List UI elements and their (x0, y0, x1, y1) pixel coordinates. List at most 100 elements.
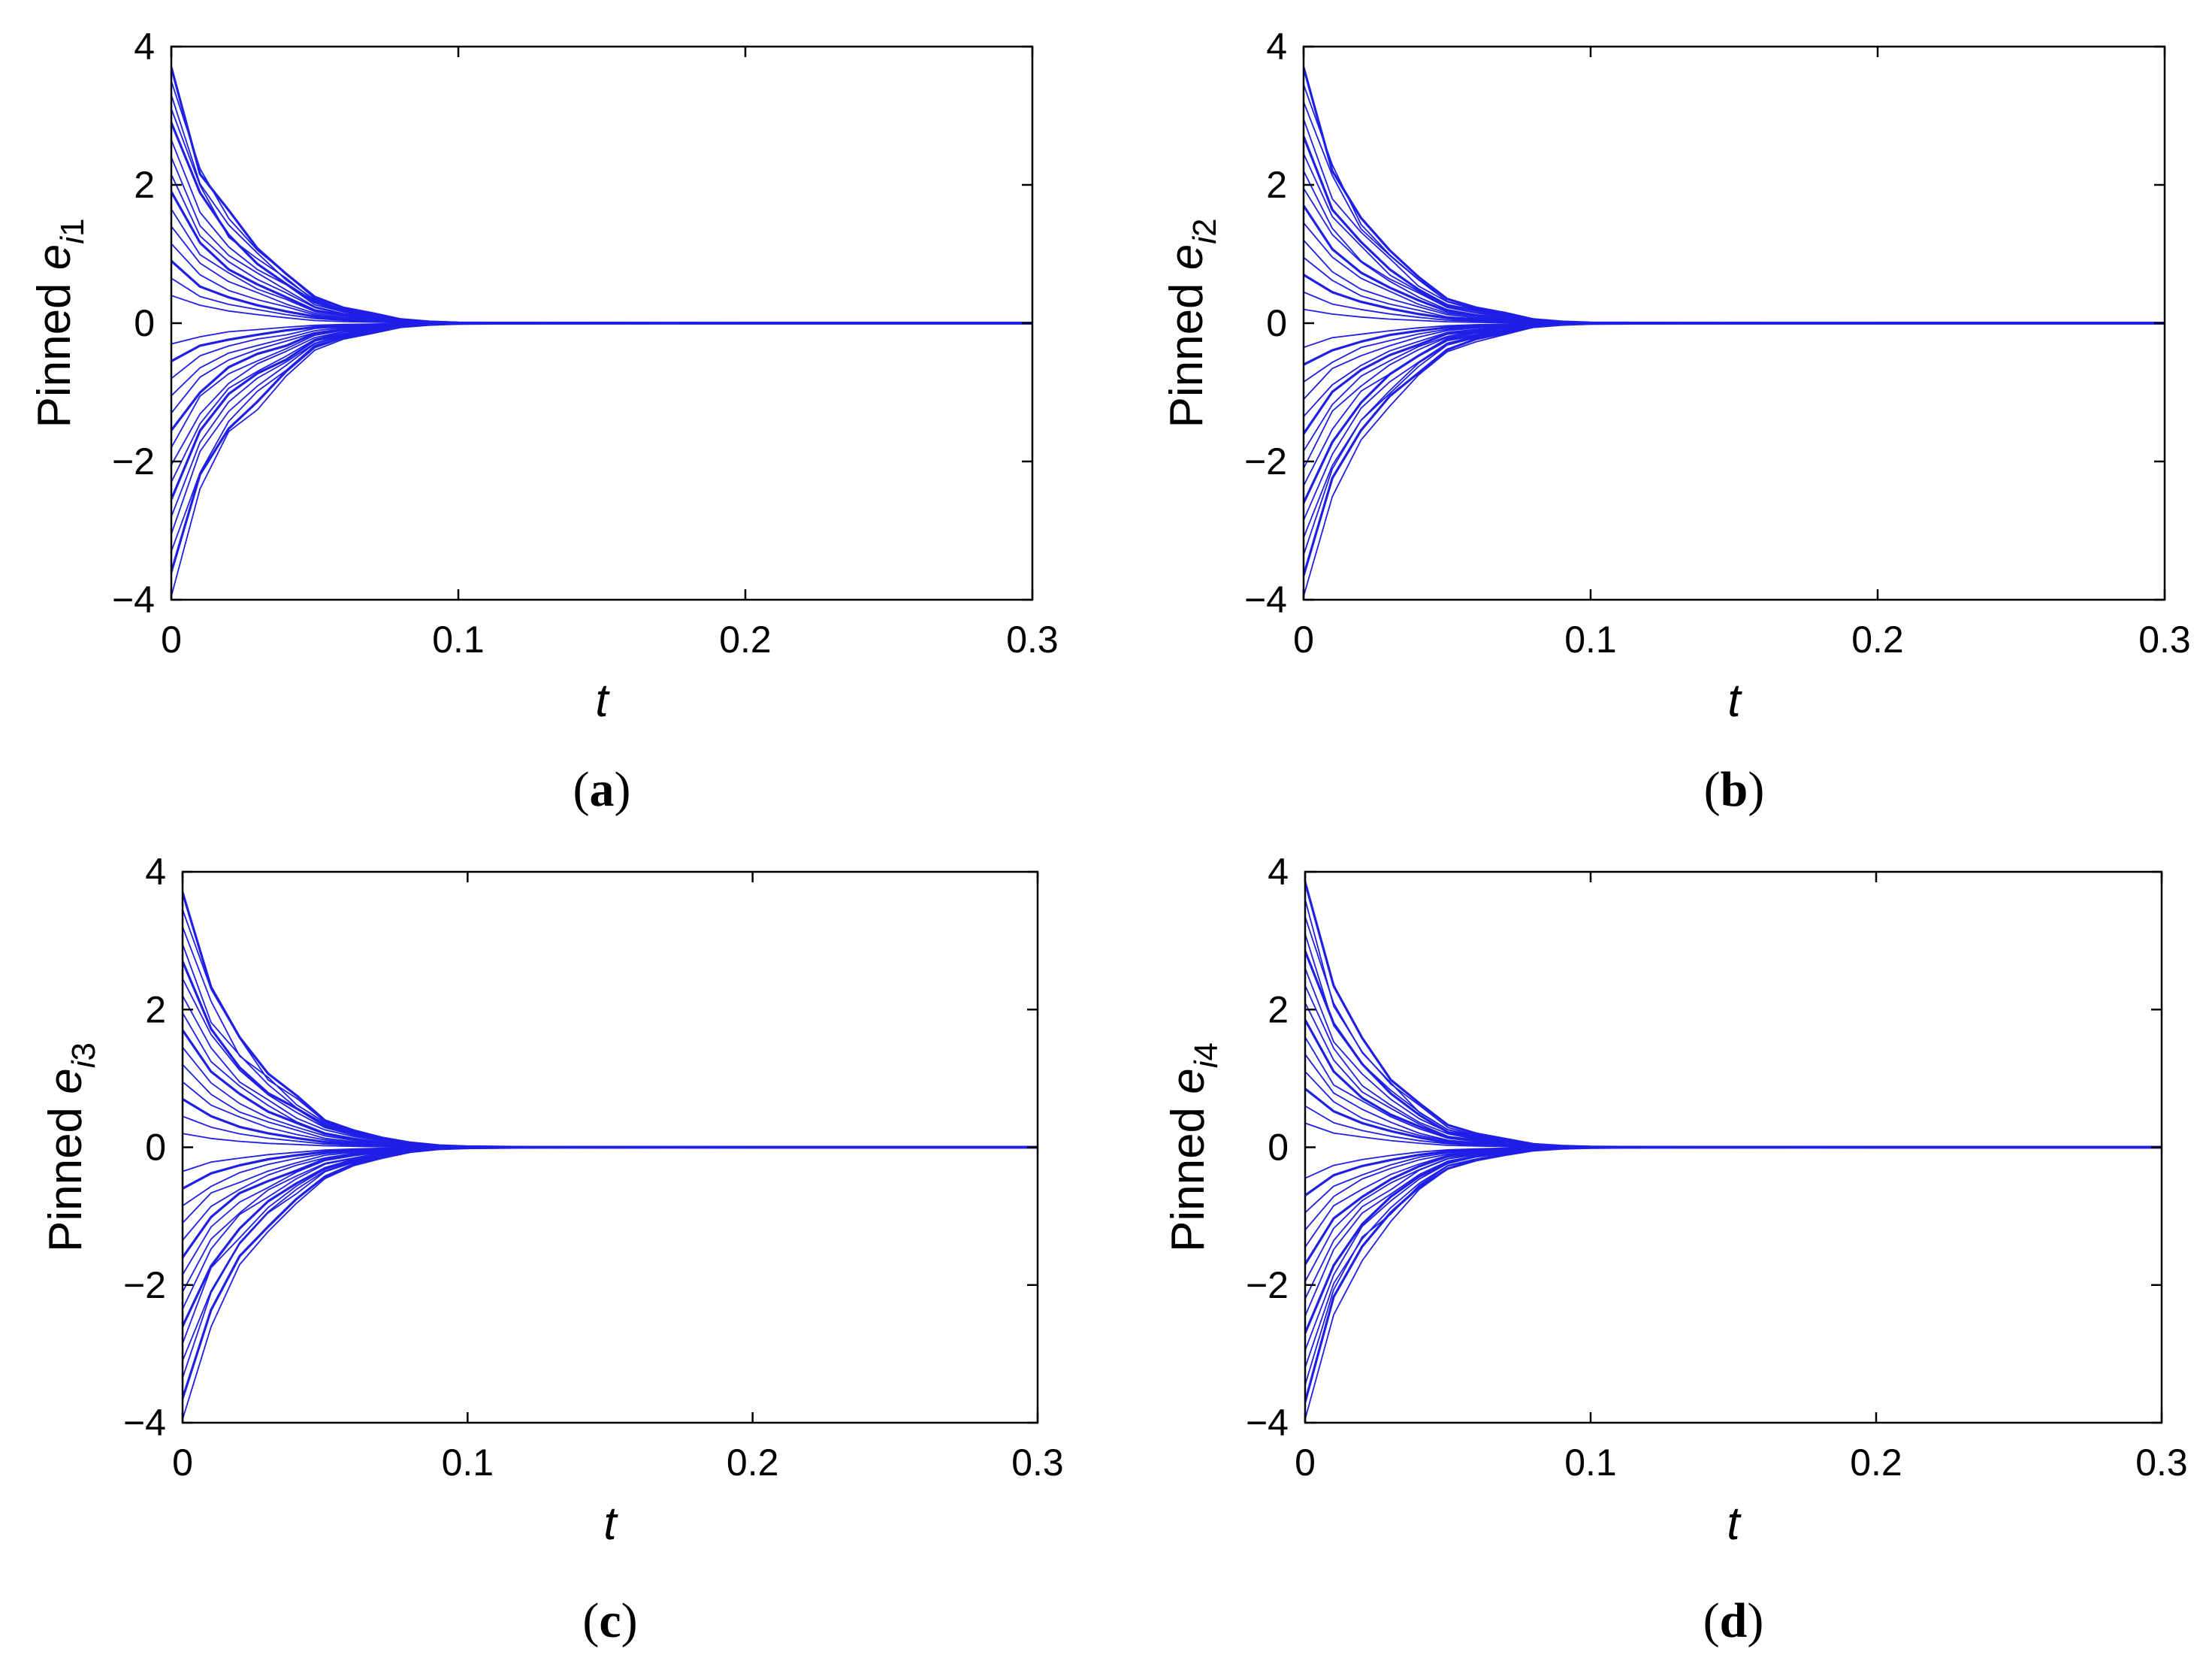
x-tick-label: 0 (161, 619, 182, 661)
series-line-11 (1304, 239, 2165, 324)
y-tick-label: −4 (123, 1402, 166, 1444)
series-line-24 (1305, 1146, 2162, 1317)
x-tick-label: 0.2 (1850, 1442, 1902, 1484)
caption-open: ( (582, 1593, 599, 1648)
series-group (171, 67, 1032, 597)
y-label-prefix: Pinned (29, 270, 80, 428)
series-line-22 (183, 1146, 1038, 1275)
series-line-3 (1304, 101, 2165, 324)
series-line-11 (183, 1063, 1038, 1148)
y-tick-label: −4 (112, 579, 155, 621)
series-line-29 (171, 322, 1032, 573)
series-line-25 (171, 322, 1032, 501)
y-tick-label: −4 (1246, 1402, 1289, 1444)
series-line-10 (1304, 222, 2165, 324)
y-axis-label: Pinned ei3 (40, 1042, 102, 1252)
y-tick-label: 0 (1266, 302, 1287, 344)
y-label-prefix: Pinned (1161, 270, 1213, 428)
y-tick-label: −2 (123, 1264, 166, 1306)
y-label-prefix: Pinned (40, 1094, 92, 1252)
series-line-21 (171, 322, 1032, 431)
series-line-20 (171, 322, 1032, 414)
series-line-11 (171, 225, 1032, 324)
y-label-sub-n: 1 (54, 218, 91, 236)
x-axis-label: t (603, 1498, 618, 1550)
y-tick-label: −2 (1244, 440, 1287, 483)
y-tick-label: 4 (1266, 26, 1287, 68)
series-line-5 (1305, 950, 2162, 1149)
y-label-prefix: Pinned (1162, 1094, 1214, 1252)
y-axis-label: Pinned ei1 (29, 218, 91, 428)
y-tick-label: 0 (145, 1127, 166, 1169)
caption-close: ) (615, 762, 631, 817)
series-group (183, 892, 1038, 1420)
y-axis-label: Pinned ei4 (1162, 1042, 1225, 1252)
series-line-3 (183, 926, 1038, 1148)
series-line-26 (171, 322, 1032, 517)
y-tick-label: 2 (134, 164, 155, 206)
chart-panel-c: 0 0.1 0.2 0.3 −4 −2 0 2 4 t Pinned ei3 (c) (40, 851, 1064, 1648)
series-line-22 (1304, 322, 2165, 452)
x-tick-label: 0.1 (1564, 619, 1617, 661)
y-label-sub-i: i (1188, 1060, 1225, 1068)
y-label-var: e (1162, 1068, 1214, 1094)
x-tick-label: 0.3 (2135, 1442, 2188, 1484)
y-tick-label: 2 (1268, 988, 1289, 1030)
series-line-28 (1305, 1146, 2162, 1385)
series-line-29 (1305, 1145, 2162, 1402)
series-line-28 (1304, 322, 2165, 555)
y-tick-label: 2 (145, 988, 166, 1030)
caption-close: ) (621, 1593, 638, 1648)
y-tick-label: 0 (1268, 1127, 1289, 1169)
caption-close: ) (1747, 1593, 1763, 1648)
y-label-sub-i: i (65, 1060, 102, 1068)
y-tick-label: −2 (1246, 1264, 1289, 1306)
series-line-23 (183, 1146, 1038, 1293)
x-tick-label: 0.1 (442, 1442, 494, 1484)
x-tick-label: 0.2 (727, 1442, 779, 1484)
series-line-1 (1305, 882, 2162, 1149)
series-line-23 (171, 322, 1032, 466)
series-line-7 (171, 156, 1032, 324)
series-line-27 (183, 1146, 1038, 1361)
series-line-7 (183, 995, 1038, 1148)
series-line-12 (1305, 1071, 2162, 1148)
series-line-25 (183, 1145, 1038, 1327)
series-line-10 (183, 1047, 1038, 1148)
caption-open: ( (1704, 762, 1721, 817)
series-line-2 (183, 909, 1038, 1148)
series-line-4 (171, 108, 1032, 324)
x-tick-label: 0.3 (1006, 619, 1059, 661)
series-line-20 (183, 1146, 1038, 1241)
series-line-30 (1304, 322, 2165, 597)
series-line-7 (1304, 171, 2165, 324)
y-tick-label: −4 (1244, 579, 1287, 621)
series-line-21 (1304, 322, 2165, 435)
x-tick-label: 0 (1293, 619, 1314, 661)
x-tick-label: 0.2 (1851, 619, 1904, 661)
series-line-30 (1305, 1146, 2162, 1420)
series-line-1 (171, 67, 1032, 325)
caption-letter: a (590, 762, 615, 817)
x-tick-label: 0.3 (2138, 619, 2191, 661)
series-line-29 (183, 1145, 1038, 1399)
x-axis-label: t (1727, 675, 1742, 727)
y-label-sub-i: i (1186, 236, 1223, 244)
caption-open: ( (1703, 1593, 1720, 1648)
series-line-10 (171, 208, 1032, 324)
y-tick-label: 4 (134, 26, 155, 68)
y-tick-label: 4 (1268, 851, 1289, 893)
series-line-12 (171, 243, 1032, 324)
y-tick-label: 4 (145, 851, 166, 893)
caption-letter: b (1721, 762, 1748, 817)
series-line-28 (183, 1146, 1038, 1378)
series-line-1 (1304, 67, 2165, 325)
x-tick-label: 0 (172, 1442, 193, 1484)
series-line-26 (1304, 322, 2165, 521)
series-line-21 (183, 1145, 1038, 1259)
series-line-4 (1304, 119, 2165, 324)
y-label-sub-n: 3 (65, 1042, 102, 1060)
series-line-28 (171, 322, 1032, 552)
